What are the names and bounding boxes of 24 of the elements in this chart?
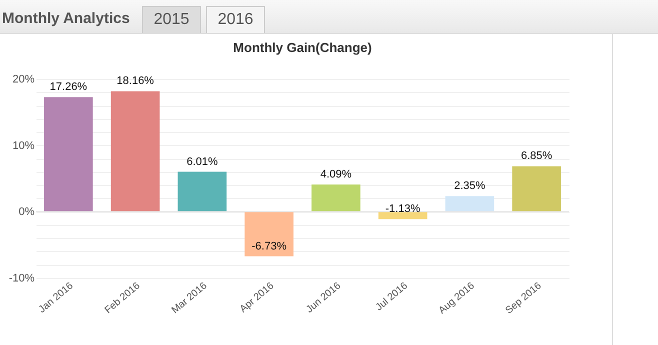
data-label: 18.16% [116,75,154,88]
bar [110,91,160,212]
bar [445,196,494,212]
text: 2015 [142,6,201,33]
bar [512,166,561,212]
data-label: 4.09% [320,168,352,181]
y-tick-label: 0% [18,206,35,218]
data-label: 6.01% [186,156,218,168]
y-tick-label: 20% [12,74,35,86]
text: 2016 [206,6,265,33]
bar [378,212,428,220]
bar [312,184,360,212]
data-label: 17.26% [50,81,88,94]
chart-title: Monthly Gain(Change) [233,40,372,55]
bar [44,97,93,212]
data-label: -6.73% [252,240,287,252]
data-label: -1.13% [385,203,420,216]
data-label: 2.35% [454,180,486,192]
text: Monthly Analytics [2,9,130,29]
bar [244,212,294,256]
data-label: 6.85% [520,150,552,162]
bar [178,172,227,212]
y-tick-label: 10% [12,140,35,152]
y-tick-label: -10% [8,272,35,284]
